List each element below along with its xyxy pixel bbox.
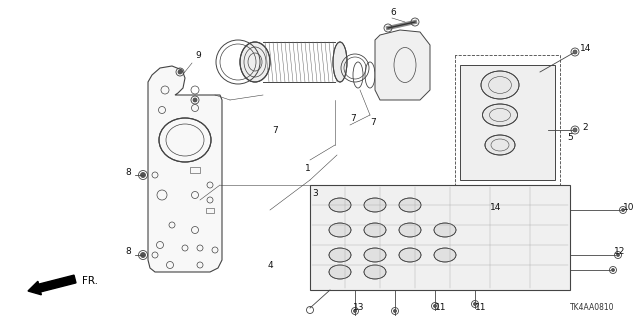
- Circle shape: [394, 309, 397, 313]
- Ellipse shape: [329, 248, 351, 262]
- Circle shape: [433, 305, 436, 308]
- Text: 7: 7: [350, 114, 356, 123]
- Text: 14: 14: [580, 44, 591, 52]
- Circle shape: [611, 268, 614, 271]
- Circle shape: [178, 70, 182, 74]
- Ellipse shape: [364, 198, 386, 212]
- Polygon shape: [148, 66, 222, 272]
- Ellipse shape: [364, 265, 386, 279]
- Circle shape: [573, 50, 577, 54]
- Polygon shape: [460, 65, 555, 180]
- Text: 14: 14: [490, 204, 501, 212]
- Polygon shape: [310, 185, 570, 290]
- Ellipse shape: [329, 223, 351, 237]
- Ellipse shape: [485, 135, 515, 155]
- Ellipse shape: [399, 248, 421, 262]
- Text: 3: 3: [312, 188, 317, 197]
- Text: 2: 2: [582, 123, 588, 132]
- FancyArrow shape: [28, 275, 76, 295]
- Circle shape: [193, 98, 197, 102]
- Ellipse shape: [399, 223, 421, 237]
- Ellipse shape: [399, 198, 421, 212]
- Text: 13: 13: [353, 303, 365, 313]
- Circle shape: [353, 309, 356, 313]
- Text: 5: 5: [567, 132, 573, 141]
- Text: 8: 8: [125, 247, 131, 257]
- Ellipse shape: [483, 104, 518, 126]
- Text: 11: 11: [435, 303, 447, 313]
- Polygon shape: [375, 30, 430, 100]
- Text: 6: 6: [390, 7, 396, 17]
- Text: 8: 8: [125, 167, 131, 177]
- Bar: [190, 167, 200, 173]
- Ellipse shape: [329, 198, 351, 212]
- Text: 11: 11: [475, 303, 486, 313]
- Circle shape: [474, 302, 477, 306]
- Ellipse shape: [159, 118, 211, 162]
- Circle shape: [573, 128, 577, 132]
- Ellipse shape: [434, 223, 456, 237]
- Text: 12: 12: [614, 247, 625, 257]
- Text: 9: 9: [195, 51, 201, 60]
- Ellipse shape: [329, 265, 351, 279]
- Circle shape: [141, 252, 145, 258]
- Circle shape: [621, 209, 625, 212]
- Circle shape: [616, 253, 620, 257]
- Text: 10: 10: [623, 203, 634, 212]
- Ellipse shape: [240, 42, 270, 82]
- Circle shape: [141, 172, 145, 178]
- Ellipse shape: [333, 42, 347, 82]
- Text: 7: 7: [272, 125, 278, 134]
- Ellipse shape: [481, 71, 519, 99]
- Circle shape: [488, 201, 492, 205]
- Bar: [206, 207, 214, 212]
- Text: 7: 7: [370, 117, 376, 126]
- Text: 4: 4: [268, 260, 274, 269]
- Text: FR.: FR.: [82, 276, 98, 286]
- Text: TK4AA0810: TK4AA0810: [570, 303, 614, 313]
- Text: 1: 1: [305, 164, 311, 172]
- Ellipse shape: [364, 223, 386, 237]
- Ellipse shape: [434, 248, 456, 262]
- Ellipse shape: [364, 248, 386, 262]
